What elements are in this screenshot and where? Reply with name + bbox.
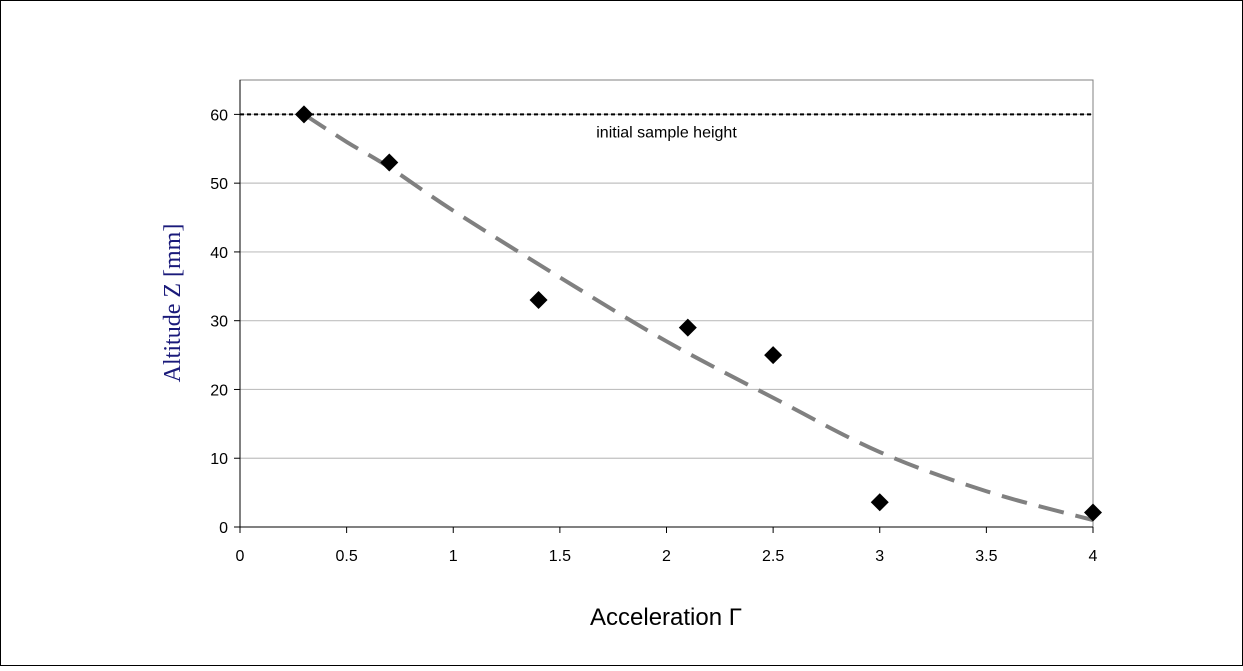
x-tick-label: 1 xyxy=(449,548,458,565)
y-tick-label: 0 xyxy=(219,520,228,537)
x-tick-label: 2.5 xyxy=(762,548,784,565)
data-points xyxy=(294,105,1102,522)
y-tick-label: 60 xyxy=(210,107,228,124)
data-point-diamond xyxy=(678,318,697,337)
y-tick-label: 50 xyxy=(210,176,228,193)
data-point-diamond xyxy=(1084,503,1102,522)
y-axis-label: Altitude Z [mm] xyxy=(160,224,186,383)
data-point-diamond xyxy=(380,153,399,172)
y-tick-label: 10 xyxy=(210,451,228,468)
plot-area xyxy=(239,79,1094,528)
y-tick-label: 30 xyxy=(210,314,228,331)
data-point-diamond xyxy=(529,291,548,310)
data-point-diamond xyxy=(764,346,783,365)
y-tick-label: 20 xyxy=(210,382,228,399)
data-point-diamond xyxy=(870,493,889,512)
y-tick-labels: 0 10 20 30 40 50 60 xyxy=(210,107,240,537)
x-tick-label: 2 xyxy=(662,548,671,565)
x-tick-label: 4 xyxy=(1089,548,1098,565)
x-tick-label: 1.5 xyxy=(549,548,571,565)
x-tick-label: 3 xyxy=(875,548,884,565)
x-tick-label: 0.5 xyxy=(336,548,358,565)
data-point-diamond xyxy=(294,105,313,124)
x-tick-labels: 0 0.5 1 1.5 2 2.5 3 3.5 4 xyxy=(236,527,1098,565)
y-tick-label: 40 xyxy=(210,245,228,262)
reference-line-annotation: initial sample height xyxy=(596,125,737,142)
x-tick-label: 3.5 xyxy=(975,548,997,565)
x-axis-label: Acceleration Γ xyxy=(590,604,742,631)
x-tick-label: 0 xyxy=(236,548,245,565)
